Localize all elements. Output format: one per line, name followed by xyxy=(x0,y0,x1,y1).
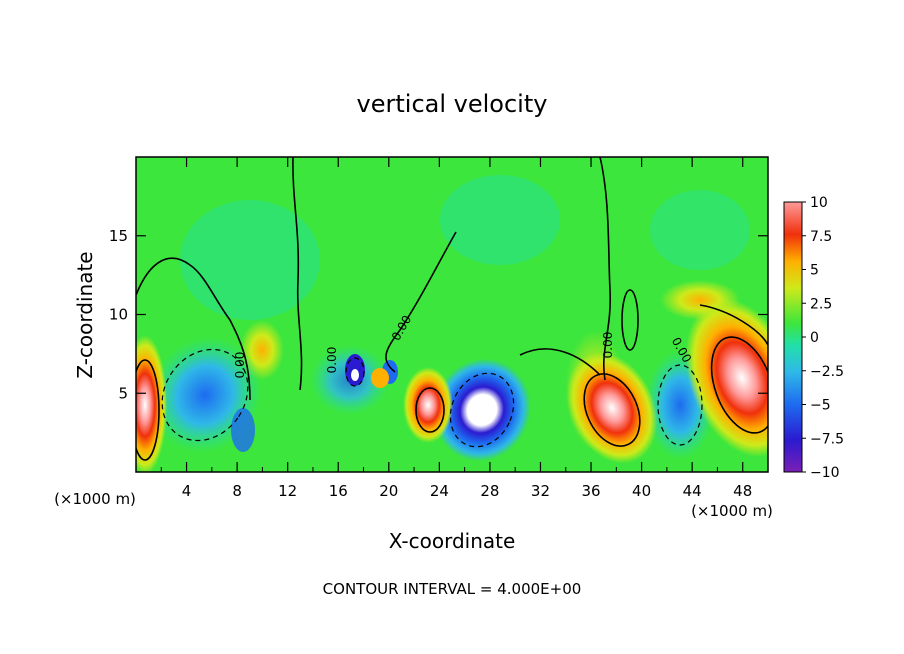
colorbar-tick-label: 2.5 xyxy=(810,296,832,312)
x-tick-label: 16 xyxy=(329,482,348,500)
y-axis-ticks: 5 10 15 xyxy=(109,227,768,402)
colorbar-tick-label: 10 xyxy=(810,195,828,211)
x-tick-label: 8 xyxy=(232,482,242,500)
colorbar-tick-label: 5 xyxy=(810,263,819,279)
chart-title: vertical velocity xyxy=(357,90,548,118)
x-tick-label: 48 xyxy=(733,482,752,500)
y-tick-label: 15 xyxy=(109,227,128,245)
x-axis-ticks: 4 8 12 16 20 24 28 32 36 40 44 48 xyxy=(160,157,752,500)
y-tick-label: 10 xyxy=(109,306,128,324)
x-tick-label: 36 xyxy=(581,482,600,500)
x-tick-label: 24 xyxy=(430,482,449,500)
contour-interval-note: CONTOUR INTERVAL = 4.000E+00 xyxy=(323,580,582,598)
x-unit-label-right: (×1000 m) xyxy=(691,502,773,520)
x-tick-label: 12 xyxy=(278,482,297,500)
x-tick-label: 4 xyxy=(182,482,192,500)
y-tick-label: 5 xyxy=(118,384,128,402)
colorbar-tick-label: 0 xyxy=(810,330,819,346)
contour-label: 0.00 xyxy=(601,332,615,359)
heatmap-field xyxy=(136,157,768,472)
y-axis-title: Z-coordinate xyxy=(73,251,97,378)
x-tick-label: 28 xyxy=(480,482,499,500)
x-tick-label: 40 xyxy=(632,482,651,500)
x-unit-label-left: (×1000 m) xyxy=(54,490,136,508)
colorbar-tick-label: −7.5 xyxy=(810,431,844,447)
colorbar-tick-label: 7.5 xyxy=(810,229,832,245)
x-tick-label: 20 xyxy=(379,482,398,500)
colorbar-tick-label: −10 xyxy=(810,465,840,481)
colorbar-ticks: 10 7.5 5 2.5 0 −2.5 −5 −7.5 −10 xyxy=(802,195,844,481)
contour-label: 0.00 xyxy=(233,352,247,379)
x-tick-label: 32 xyxy=(531,482,550,500)
colorbar-tick-label: −5 xyxy=(810,398,831,414)
colorbar-tick-label: −2.5 xyxy=(810,364,844,380)
x-axis-title: X-coordinate xyxy=(389,529,516,553)
x-tick-label: 44 xyxy=(683,482,702,500)
colorbar xyxy=(783,201,803,473)
contour-label: 0.00 xyxy=(325,347,339,374)
